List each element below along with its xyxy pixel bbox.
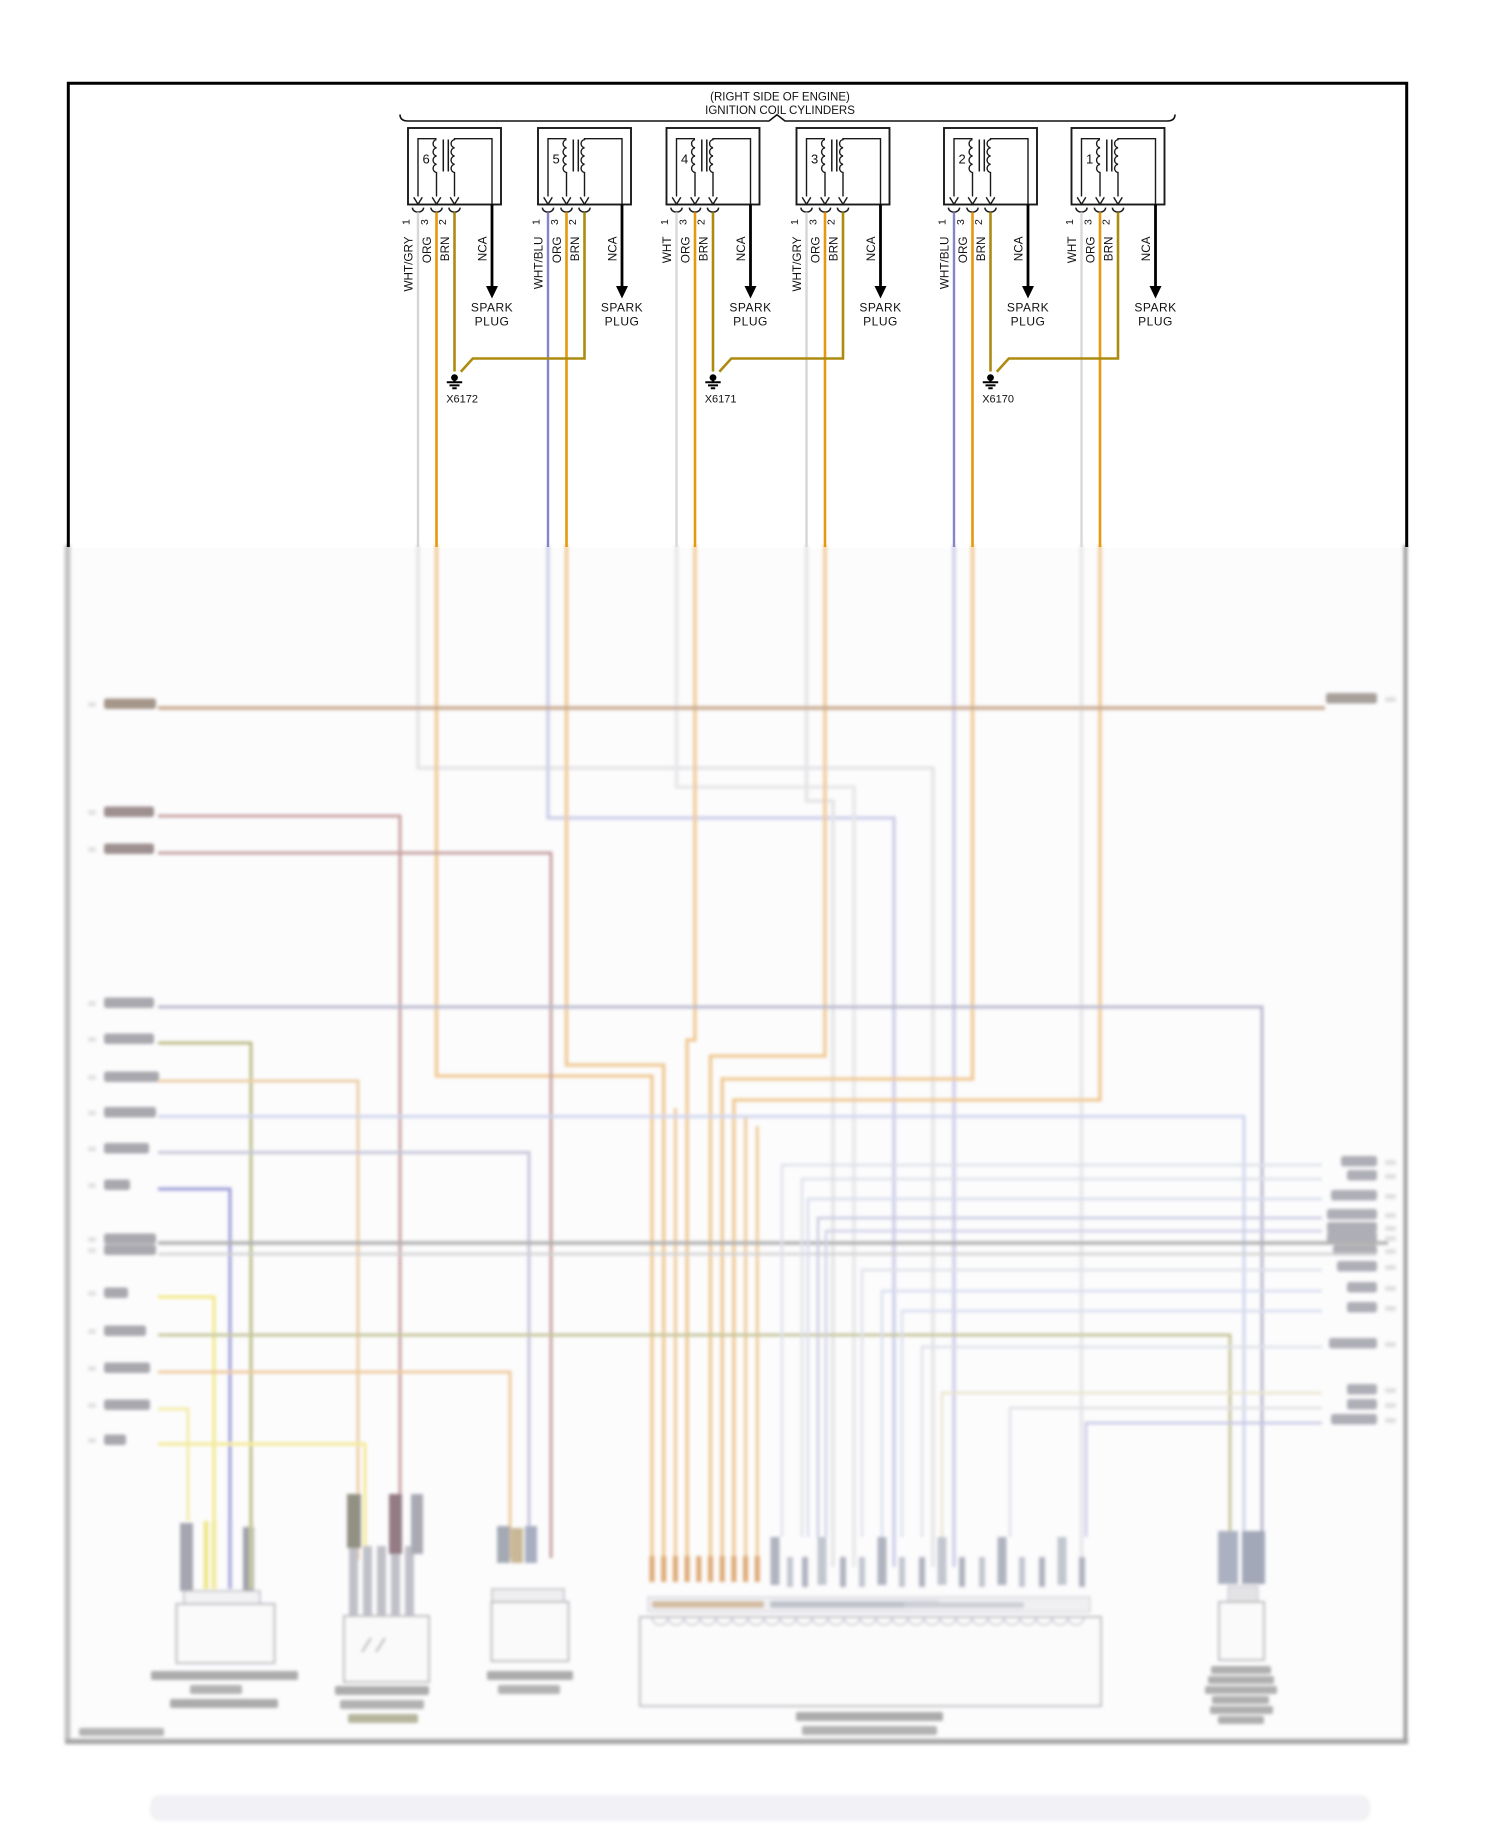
svg-text:4: 4	[681, 152, 688, 167]
svg-text:BRN: BRN	[698, 237, 711, 262]
svg-text:3: 3	[677, 219, 689, 225]
svg-text:SPARK: SPARK	[1007, 301, 1049, 315]
svg-text:ORG: ORG	[957, 237, 970, 264]
svg-text:2: 2	[695, 219, 707, 225]
svg-text:WHT: WHT	[1066, 237, 1079, 264]
svg-text:X6170: X6170	[982, 394, 1014, 406]
svg-text:WHT/BLU: WHT/BLU	[939, 237, 952, 290]
svg-text:1: 1	[1086, 152, 1093, 167]
svg-text:ORG: ORG	[680, 237, 693, 264]
svg-text:2: 2	[973, 219, 985, 225]
svg-text:2: 2	[437, 219, 449, 225]
svg-text:NCA: NCA	[607, 236, 620, 261]
svg-text:3: 3	[419, 219, 431, 225]
svg-text:6: 6	[423, 152, 430, 167]
svg-text:SPARK: SPARK	[471, 301, 513, 315]
svg-text:ORG: ORG	[1085, 237, 1098, 264]
svg-text:SPARK: SPARK	[601, 301, 643, 315]
svg-text:5: 5	[553, 152, 560, 167]
svg-text:WHT: WHT	[661, 237, 674, 264]
svg-text:PLUG: PLUG	[1011, 315, 1046, 329]
svg-text:NCA: NCA	[865, 236, 878, 261]
svg-text:SPARK: SPARK	[1134, 301, 1176, 315]
svg-text:WHT/GRY: WHT/GRY	[791, 236, 804, 291]
svg-text:BRN: BRN	[1103, 237, 1116, 262]
svg-text:NCA: NCA	[1140, 236, 1153, 261]
svg-text:3: 3	[807, 219, 819, 225]
svg-text:1: 1	[1064, 219, 1076, 225]
svg-text:1: 1	[659, 219, 671, 225]
svg-text:BRN: BRN	[439, 237, 452, 262]
svg-text:WHT/GRY: WHT/GRY	[403, 236, 416, 291]
svg-text:2: 2	[825, 219, 837, 225]
svg-text:X6172: X6172	[446, 394, 478, 406]
svg-text:IGNITION COIL CYLINDERS: IGNITION COIL CYLINDERS	[705, 105, 855, 117]
svg-text:3: 3	[1082, 219, 1094, 225]
svg-text:NCA: NCA	[477, 236, 490, 261]
svg-text:BRN: BRN	[828, 237, 841, 262]
svg-text:ORG: ORG	[810, 237, 823, 264]
svg-text:X6171: X6171	[705, 394, 737, 406]
svg-text:2: 2	[1100, 219, 1112, 225]
svg-text:BRN: BRN	[975, 237, 988, 262]
svg-text:3: 3	[955, 219, 967, 225]
svg-text:2: 2	[959, 152, 966, 167]
svg-text:NCA: NCA	[735, 236, 748, 261]
svg-text:SPARK: SPARK	[729, 301, 771, 315]
svg-text:PLUG: PLUG	[1138, 315, 1173, 329]
svg-text:WHT/BLU: WHT/BLU	[533, 237, 546, 290]
svg-text:PLUG: PLUG	[733, 315, 768, 329]
svg-text:1: 1	[789, 219, 801, 225]
svg-text:1: 1	[936, 219, 948, 225]
svg-text:3: 3	[549, 219, 561, 225]
svg-text:PLUG: PLUG	[605, 315, 640, 329]
svg-text:BRN: BRN	[569, 237, 582, 262]
svg-text:ORG: ORG	[551, 237, 564, 264]
svg-text:1: 1	[530, 219, 542, 225]
svg-text:2: 2	[567, 219, 579, 225]
svg-text:3: 3	[811, 152, 818, 167]
svg-text:PLUG: PLUG	[475, 315, 510, 329]
svg-text:1: 1	[400, 219, 412, 225]
svg-text:PLUG: PLUG	[863, 315, 898, 329]
svg-text:ORG: ORG	[421, 237, 434, 264]
svg-text:NCA: NCA	[1013, 236, 1026, 261]
svg-text:SPARK: SPARK	[859, 301, 901, 315]
svg-text:(RIGHT SIDE OF ENGINE): (RIGHT SIDE OF ENGINE)	[710, 92, 850, 104]
